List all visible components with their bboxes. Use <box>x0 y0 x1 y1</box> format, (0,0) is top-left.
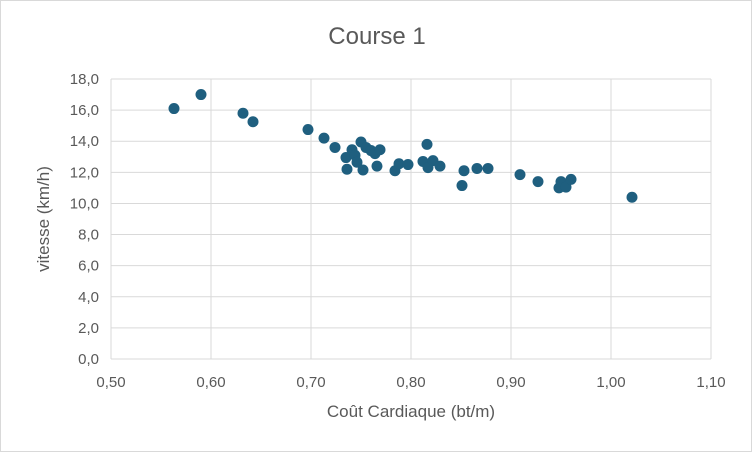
x-tick-label: 1,00 <box>596 374 625 391</box>
x-tick-label: 0,90 <box>496 374 525 391</box>
data-point <box>247 116 259 128</box>
x-tick-label: 0,70 <box>296 374 325 391</box>
x-axis-label: Coût Cardiaque (bt/m) <box>327 402 495 421</box>
x-tick-label: 1,10 <box>696 374 725 391</box>
data-point <box>434 160 446 172</box>
data-point <box>482 162 494 174</box>
y-tick-label: 0,0 <box>78 351 99 368</box>
data-point <box>237 107 249 119</box>
y-tick-label: 2,0 <box>78 320 99 337</box>
data-point <box>402 159 414 171</box>
gridlines <box>110 78 712 360</box>
y-tick-label: 16,0 <box>70 102 99 119</box>
y-tick-label: 4,0 <box>78 289 99 306</box>
data-point <box>195 89 207 101</box>
y-tick-label: 12,0 <box>70 164 99 181</box>
data-point <box>318 132 330 144</box>
chart-title: Course 1 <box>328 23 425 50</box>
data-point <box>302 124 314 136</box>
y-tick-label: 6,0 <box>78 258 99 275</box>
x-tick-labels: 0,50 0,60 0,70 0,80 0,90 1,00 1,10 <box>96 374 725 391</box>
data-point <box>351 156 363 168</box>
data-point <box>329 141 341 153</box>
y-tick-labels: 0,0 2,0 4,0 6,0 8,0 10,0 12,0 14,0 16,0 18,0 <box>70 71 99 368</box>
data-point <box>340 152 352 164</box>
data-point <box>560 181 572 193</box>
data-point <box>341 163 353 175</box>
data-point <box>357 164 369 176</box>
data-point <box>168 103 180 115</box>
y-axis-label: vitesse (km/h) <box>34 166 53 272</box>
y-tick-label: 10,0 <box>70 195 99 212</box>
x-tick-label: 0,80 <box>396 374 425 391</box>
y-tick-label: 14,0 <box>70 133 99 150</box>
data-point <box>626 191 638 203</box>
data-point <box>456 180 468 192</box>
data-point <box>514 169 526 181</box>
data-point <box>565 173 577 185</box>
x-tick-label: 0,50 <box>96 374 125 391</box>
x-tick-label: 0,60 <box>196 374 225 391</box>
data-point <box>374 144 386 156</box>
y-tick-label: 18,0 <box>70 71 99 88</box>
data-point <box>421 138 433 150</box>
data-point <box>371 160 383 172</box>
data-point <box>393 158 405 170</box>
y-tick-label: 8,0 <box>78 227 99 244</box>
data-point <box>532 176 544 188</box>
data-points <box>168 89 638 203</box>
data-point <box>458 165 470 177</box>
data-point <box>471 162 483 174</box>
